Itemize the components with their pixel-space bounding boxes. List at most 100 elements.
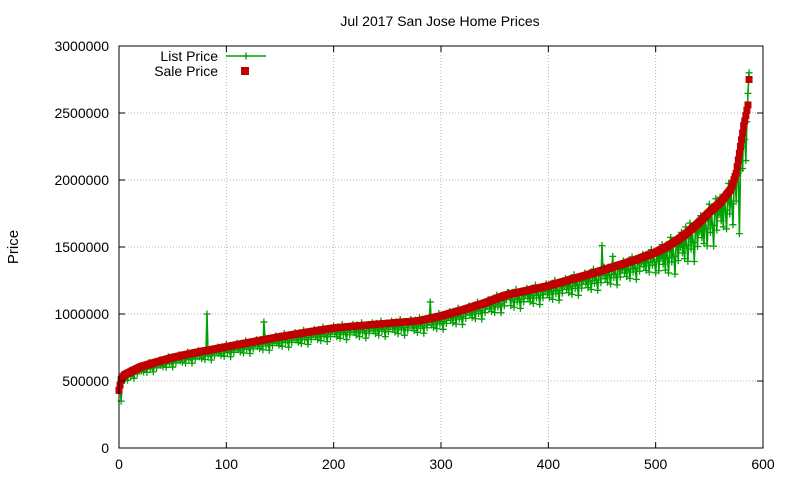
- list-price-point: [246, 350, 254, 357]
- list-price-point: [433, 325, 441, 333]
- list-price-point: [426, 298, 434, 306]
- list-price-point: [365, 329, 373, 337]
- list-price-point: [217, 351, 225, 359]
- list-price-point: [690, 258, 698, 265]
- list-price-point: [497, 309, 505, 317]
- list-price-point: [657, 255, 665, 263]
- list-price-point: [545, 294, 553, 302]
- list-price-point: [481, 309, 489, 317]
- axis-ticks: 0 100 200 300 400 500 600 0 500000 1000000 1500000…: [54, 38, 774, 472]
- list-price-point: [333, 333, 341, 341]
- list-price-point: [549, 295, 557, 303]
- list-price-point: [683, 241, 691, 249]
- list-price-point: [717, 217, 725, 225]
- list-price-point: [462, 314, 470, 322]
- list-price-point: [558, 289, 566, 297]
- list-price-point: [265, 346, 273, 354]
- list-price-point: [336, 334, 344, 342]
- list-price-point: [275, 341, 283, 349]
- list-price-point: [429, 323, 437, 331]
- list-price-point: [702, 224, 710, 232]
- list-price-point: [631, 264, 639, 272]
- legend-plus-marker: [242, 52, 250, 60]
- list-price-point: [143, 368, 151, 376]
- list-price-point: [288, 338, 296, 346]
- list-price-point: [573, 281, 581, 289]
- list-price-point: [317, 337, 325, 345]
- sale-price-point: [743, 106, 751, 114]
- chart-title: Jul 2017 San Jose Home Prices: [340, 13, 539, 29]
- y-tick-label: 0: [101, 440, 109, 456]
- list-price-point: [297, 340, 305, 348]
- list-price-point: [458, 320, 466, 328]
- list-price-point: [256, 345, 264, 353]
- list-price-point: [520, 298, 528, 306]
- list-price-point: [665, 269, 673, 277]
- list-price-point: [640, 263, 648, 271]
- y-tick-label: 500000: [62, 373, 109, 389]
- list-price-point: [655, 267, 663, 275]
- list-price-point: [710, 242, 718, 250]
- list-price-point: [413, 328, 421, 336]
- list-price-point: [529, 299, 537, 307]
- y-tick-label: 2000000: [54, 172, 109, 188]
- legend-swatch-sale-price: [241, 67, 249, 75]
- list-price-point: [278, 342, 286, 350]
- list-price-point: [203, 310, 211, 318]
- list-price-point: [689, 238, 697, 246]
- sale-price-point: [740, 122, 748, 130]
- sale-price-point: [742, 112, 750, 120]
- list-price-point: [621, 269, 629, 277]
- list-price-point: [468, 314, 476, 322]
- list-price-point: [326, 333, 334, 341]
- list-price-point: [188, 359, 196, 367]
- list-price-point: [285, 343, 293, 351]
- list-price-point: [227, 353, 235, 361]
- legend-label-sale-price: Sale Price: [154, 63, 218, 79]
- list-price-point: [423, 324, 431, 332]
- y-axis-label: Price: [5, 230, 22, 264]
- list-price-point: [381, 333, 389, 341]
- list-price-point: [726, 210, 734, 218]
- list-price-point: [713, 226, 721, 234]
- list-price-point: [487, 308, 495, 316]
- list-price-point: [260, 318, 268, 326]
- list-price-point: [394, 330, 402, 338]
- list-price-point: [676, 243, 684, 251]
- list-price-point: [709, 221, 717, 229]
- sale-price-point: [732, 169, 740, 177]
- list-price-point: [613, 281, 621, 289]
- list-price-point: [645, 268, 653, 276]
- sale-price-point: [745, 76, 753, 83]
- x-tick-label: 600: [751, 456, 775, 472]
- sale-price-point: [734, 156, 742, 164]
- sale-price-point: [733, 163, 741, 171]
- list-price-point: [515, 295, 523, 303]
- list-price-point: [594, 286, 602, 294]
- list-price-point: [636, 267, 644, 275]
- list-price-point: [632, 275, 640, 283]
- list-price-point: [230, 348, 238, 356]
- sale-price-point: [744, 101, 752, 109]
- list-price-point: [578, 284, 586, 292]
- list-price-point: [198, 355, 206, 363]
- sale-price-point: [735, 149, 743, 157]
- list-price-point: [568, 290, 576, 298]
- list-price-point: [715, 211, 723, 219]
- list-price-point: [259, 346, 267, 354]
- list-price-point: [249, 345, 257, 353]
- legend: List Price Sale Price: [154, 48, 266, 79]
- list-price-point: [629, 268, 637, 276]
- list-price-point: [612, 270, 620, 278]
- list-price-point: [644, 258, 652, 266]
- list-price-point: [728, 200, 736, 208]
- list-price-point: [478, 315, 486, 323]
- list-price-point: [703, 242, 711, 250]
- list-price-point: [372, 330, 380, 338]
- list-price-point: [587, 285, 595, 293]
- sale-price-point: [739, 129, 747, 137]
- list-price-point: [679, 249, 686, 257]
- list-price-point: [555, 296, 563, 304]
